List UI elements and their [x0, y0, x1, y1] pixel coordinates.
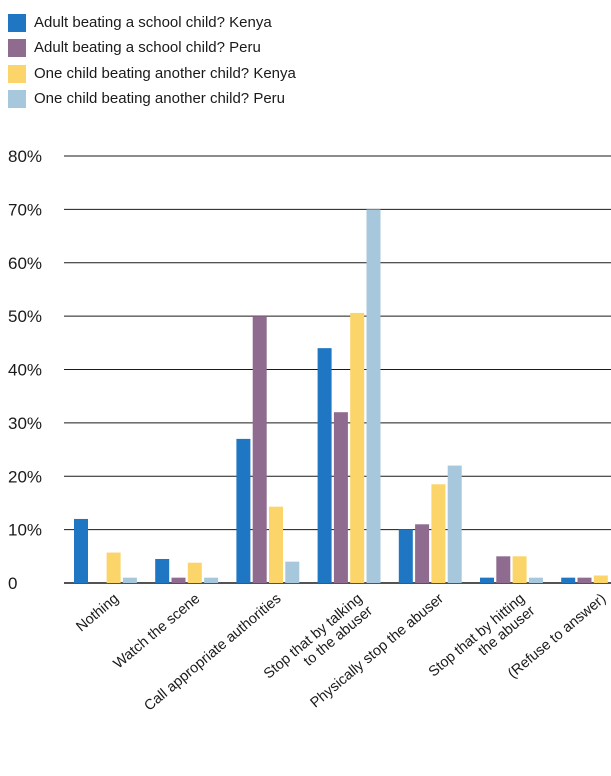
y-tick-label: 70%: [8, 200, 42, 219]
bar: [187, 562, 202, 583]
y-tick-label: 0: [8, 574, 17, 593]
x-tick-label: Nothing: [73, 591, 122, 635]
y-tick-label: 80%: [8, 147, 42, 166]
legend-item-peru-adult: Adult beating a school child? Peru: [8, 36, 296, 62]
chart-legend: Adult beating a school child? Kenya Adul…: [8, 10, 296, 112]
bar: [577, 577, 592, 583]
bar: [236, 438, 251, 583]
bar: [74, 518, 88, 583]
bars: [74, 209, 608, 583]
legend-item-kenya-adult: Adult beating a school child? Kenya: [8, 10, 296, 36]
legend-swatch: [8, 90, 26, 109]
bar: [155, 558, 170, 583]
bar: [366, 209, 381, 583]
bar: [333, 412, 348, 583]
bar: [447, 465, 462, 583]
bar: [415, 524, 430, 583]
bar: [512, 556, 527, 583]
y-tick-label: 40%: [8, 361, 42, 380]
y-tick-label: 30%: [8, 414, 42, 433]
bar: [269, 506, 283, 583]
y-tick-label: 20%: [8, 467, 42, 486]
bar: [204, 577, 219, 583]
bar: [480, 577, 494, 583]
legend-label: One child beating another child? Kenya: [34, 64, 296, 82]
y-axis-ticks: 0 10% 20% 30% 40% 50% 60% 70% 80%: [8, 147, 42, 593]
x-tick-label: Call appropriate authorities: [141, 591, 284, 715]
bar: [171, 577, 186, 583]
bar: [285, 561, 300, 583]
y-tick-label: 50%: [8, 307, 42, 326]
bar: [528, 577, 543, 583]
legend-item-peru-child: One child beating another child? Peru: [8, 87, 296, 113]
bar: [122, 577, 137, 583]
bar: [593, 575, 608, 583]
x-tick-label: Watch the scene: [111, 591, 204, 672]
legend-label: Adult beating a school child? Kenya: [34, 13, 272, 31]
legend-label: Adult beating a school child? Peru: [34, 39, 261, 57]
bar: [252, 316, 267, 583]
legend-swatch: [8, 39, 26, 58]
bar: [431, 484, 446, 583]
bar: [106, 552, 121, 583]
y-tick-label: 60%: [8, 254, 42, 273]
legend-swatch: [8, 13, 26, 32]
bar: [561, 577, 576, 583]
bar: [398, 529, 413, 583]
legend-label: One child beating another child? Peru: [34, 90, 286, 108]
legend-swatch: [8, 64, 26, 83]
y-tick-label: 10%: [8, 521, 42, 540]
bar: [496, 556, 511, 583]
legend-item-kenya-child: One child beating another child? Kenya: [8, 61, 296, 87]
bar: [350, 312, 365, 583]
bar: [317, 348, 332, 583]
